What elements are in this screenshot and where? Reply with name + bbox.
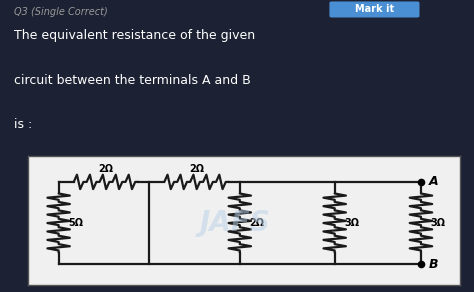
Text: The equivalent resistance of the given: The equivalent resistance of the given	[14, 29, 255, 42]
Text: 3Ω: 3Ω	[344, 218, 359, 228]
Text: 2Ω: 2Ω	[249, 218, 264, 228]
Text: 5Ω: 5Ω	[68, 218, 83, 228]
Text: A: A	[428, 175, 438, 188]
Text: B: B	[428, 258, 438, 271]
Text: Mark it: Mark it	[355, 4, 394, 14]
Text: Q3 (Single Correct): Q3 (Single Correct)	[14, 7, 108, 17]
Text: is :: is :	[14, 118, 33, 131]
FancyBboxPatch shape	[329, 1, 419, 18]
Text: 2Ω: 2Ω	[99, 164, 114, 174]
Text: 3Ω: 3Ω	[430, 218, 446, 228]
Text: 2Ω: 2Ω	[189, 164, 204, 174]
Text: JAFS: JAFS	[200, 209, 271, 237]
Text: circuit between the terminals A and B: circuit between the terminals A and B	[14, 74, 251, 88]
